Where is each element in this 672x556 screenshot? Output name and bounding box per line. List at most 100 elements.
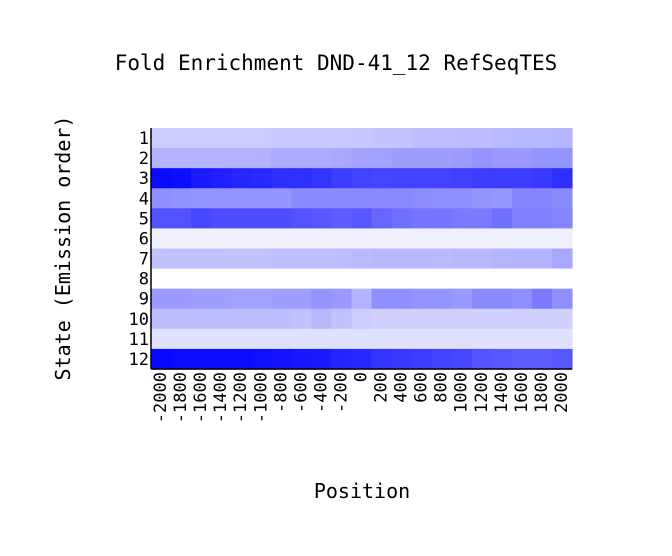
- heatmap-cell: [231, 268, 252, 290]
- heatmap-cell: [451, 248, 473, 270]
- heatmap-cell: [211, 168, 232, 189]
- heatmap-cell: [231, 188, 252, 209]
- heatmap-cell: [471, 188, 493, 209]
- heatmap-cell: [391, 348, 413, 370]
- heatmap-cell: [331, 148, 353, 169]
- y-tick-label: 7: [139, 250, 149, 270]
- heatmap-cell: [411, 288, 433, 310]
- heatmap-cell: [291, 248, 312, 270]
- heatmap-cell: [211, 268, 232, 290]
- heatmap-cell: [151, 348, 172, 370]
- heatmap-cell: [391, 308, 413, 330]
- x-tick-label: -600: [291, 372, 311, 413]
- heatmap-cell: [291, 188, 312, 209]
- heatmap-cell: [511, 168, 533, 189]
- heatmap-cell: [411, 328, 433, 350]
- heatmap-cell: [331, 268, 353, 290]
- heatmap-cell: [431, 248, 453, 270]
- heatmap-cell: [431, 288, 453, 310]
- heatmap-cell: [331, 228, 353, 250]
- heatmap-cell: [431, 228, 453, 250]
- heatmap-cell: [471, 168, 493, 189]
- heatmap-cell: [471, 268, 493, 290]
- heatmap-cell: [531, 268, 553, 290]
- heatmap-cell: [371, 248, 393, 270]
- heatmap-cell: [391, 328, 413, 350]
- y-tick-label: 12: [129, 350, 149, 370]
- heatmap-cell: [491, 288, 513, 310]
- heatmap-cell: [551, 308, 573, 330]
- heatmap-cell: [391, 208, 413, 230]
- heatmap-cell: [391, 288, 413, 310]
- y-tick-label: 5: [139, 209, 149, 229]
- heatmap-cell: [351, 208, 373, 230]
- x-tick-label: 200: [372, 372, 392, 403]
- heatmap-cell: [151, 228, 172, 250]
- heatmap-cell: [331, 248, 353, 270]
- x-tick-label: 800: [432, 372, 452, 403]
- y-tick-label: 9: [139, 290, 149, 310]
- heatmap-cell: [151, 248, 172, 270]
- heatmap-cell: [551, 228, 573, 250]
- y-axis-title: State (Emission order): [51, 116, 75, 381]
- heatmap-cell: [151, 128, 172, 149]
- heatmap-cell: [391, 128, 413, 149]
- heatmap-cell: [431, 348, 453, 370]
- heatmap-cell: [391, 268, 413, 290]
- heatmap-cell: [511, 268, 533, 290]
- heatmap-cell: [191, 148, 212, 169]
- heatmap-cell: [551, 248, 573, 270]
- heatmap-cell: [231, 328, 252, 350]
- heatmap-cell: [191, 168, 212, 189]
- heatmap-cell: [511, 288, 533, 310]
- heatmap-cell: [331, 188, 353, 209]
- heatmap-cell: [451, 228, 473, 250]
- heatmap-cell: [191, 268, 212, 290]
- heatmap-cell: [271, 148, 292, 169]
- heatmap-cell: [371, 328, 393, 350]
- heatmap-cell: [511, 228, 533, 250]
- heatmap-cell: [551, 188, 573, 209]
- heatmap-cell: [511, 208, 533, 230]
- heatmap-cell: [471, 288, 493, 310]
- heatmap-cell: [351, 328, 373, 350]
- heatmap-cell: [171, 348, 192, 370]
- heatmap-cell: [431, 328, 453, 350]
- heatmap-cell: [191, 288, 212, 310]
- heatmap-cell: [251, 208, 272, 230]
- heatmap-cell: [231, 148, 252, 169]
- heatmap-cell: [271, 188, 292, 209]
- heatmap-cell: [331, 128, 353, 149]
- heatmap-cell: [291, 208, 312, 230]
- heatmap-cell: [371, 148, 393, 169]
- heatmap-cell: [291, 288, 312, 310]
- heatmap-cell: [251, 348, 272, 370]
- heatmap-cell: [231, 348, 252, 370]
- heatmap-cell: [231, 228, 252, 250]
- heatmap-cell: [211, 288, 232, 310]
- heatmap-cell: [251, 328, 272, 350]
- heatmap-cell: [371, 288, 393, 310]
- heatmap-cell: [511, 148, 533, 169]
- heatmap-cell: [531, 248, 553, 270]
- heatmap-cell: [191, 348, 212, 370]
- heatmap-cell: [171, 248, 192, 270]
- heatmap-cell: [491, 348, 513, 370]
- heatmap-cell: [531, 128, 553, 149]
- heatmap-cell: [431, 268, 453, 290]
- y-tick-label: 11: [129, 330, 149, 350]
- heatmap-cell: [151, 268, 172, 290]
- heatmap-cell: [411, 308, 433, 330]
- heatmap-cell: [311, 348, 333, 370]
- heatmap-cell: [271, 208, 292, 230]
- heatmap-cell: [231, 308, 252, 330]
- heatmap-cell: [411, 268, 433, 290]
- heatmap-cell: [491, 248, 513, 270]
- x-tick-labels: -2000 -1800 -1600 -1400 -1200 -1000 -800 -600 -4…: [151, 372, 572, 423]
- heatmap-cell: [491, 188, 513, 209]
- heatmap-cell: [371, 268, 393, 290]
- heatmap-cell: [471, 208, 493, 230]
- heatmap-cell: [331, 168, 353, 189]
- heatmap-cell: [491, 128, 513, 149]
